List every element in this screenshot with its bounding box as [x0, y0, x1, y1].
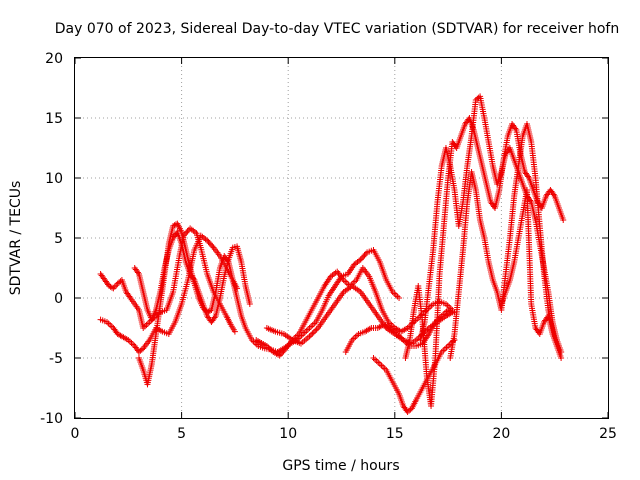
data-point: [440, 347, 447, 354]
data-point: [351, 278, 358, 285]
data-point: [350, 335, 357, 342]
data-point: [558, 355, 565, 361]
series-arc-12: [447, 121, 565, 361]
axis-ticks: 0 5 10 15 20 25 -10 -5 0 5 10 15 20: [40, 51, 617, 442]
data-point: [107, 322, 114, 328]
data-point: [208, 241, 215, 248]
data-point: [352, 334, 359, 340]
data-point: [108, 284, 115, 291]
data-point: [206, 240, 213, 247]
x-tick-label: 25: [599, 426, 617, 442]
data-point: [309, 330, 316, 337]
data-point: [306, 333, 313, 340]
data-point: [360, 253, 367, 260]
y-tick-label: 20: [45, 51, 63, 67]
data-point: [443, 344, 450, 351]
data-point: [130, 341, 137, 348]
data-point: [307, 332, 314, 338]
data-point: [445, 343, 452, 349]
data-point: [358, 255, 365, 262]
data-point: [204, 237, 211, 244]
y-tick-label: 10: [45, 171, 63, 187]
y-tick-label: 15: [45, 111, 63, 127]
data-point: [183, 229, 190, 236]
y-axis-label: SDTVAR / TECUs: [8, 181, 24, 296]
data-point: [205, 238, 212, 245]
data-point: [267, 346, 274, 352]
data-point: [372, 356, 379, 363]
data-point: [310, 329, 317, 336]
series-arc-10: [402, 115, 567, 409]
data-point: [304, 326, 311, 333]
data-point: [143, 322, 150, 328]
data-point: [303, 328, 310, 334]
data-point: [128, 340, 135, 346]
data-point: [392, 292, 399, 298]
data-point: [380, 364, 387, 370]
data-point: [370, 355, 377, 361]
data-point: [231, 328, 238, 335]
x-tick-label: 0: [71, 426, 80, 442]
data-point: [391, 290, 398, 297]
data-point: [378, 362, 385, 369]
series-arc-4: [135, 220, 281, 388]
data-point: [375, 359, 382, 366]
series-arc-6: [263, 283, 456, 347]
data-point: [108, 323, 115, 330]
data-point: [446, 304, 453, 310]
data-point: [311, 320, 318, 327]
data-point: [394, 293, 401, 300]
data-point: [306, 325, 313, 331]
y-tick-label: 5: [54, 231, 63, 247]
data-point: [296, 334, 303, 340]
data-point: [246, 301, 253, 307]
data-point: [308, 323, 315, 330]
data-point: [426, 304, 433, 310]
data-point: [343, 280, 350, 286]
data-point: [298, 332, 305, 339]
data-point: [350, 280, 357, 286]
data-point: [381, 365, 388, 372]
data-point: [560, 217, 567, 223]
x-tick-label: 10: [279, 426, 297, 442]
data-point: [117, 332, 124, 339]
data-point: [209, 243, 216, 250]
data-point: [362, 250, 369, 257]
data-point: [138, 346, 145, 353]
data-point: [313, 326, 320, 333]
plot-frame: [74, 57, 609, 419]
y-tick-label: -10: [40, 411, 63, 427]
x-tick-label: 20: [492, 426, 510, 442]
y-tick-label: -5: [49, 351, 63, 367]
data-points: [97, 93, 567, 415]
series-arc-7: [274, 247, 403, 355]
data-point: [361, 252, 368, 259]
series-arc-13: [498, 187, 565, 361]
x-tick-label: 15: [386, 426, 404, 442]
y-tick-label: 0: [54, 291, 63, 307]
data-point: [441, 346, 448, 352]
data-point: [373, 358, 380, 364]
data-point: [396, 295, 403, 301]
data-point: [145, 320, 152, 327]
chart-title: Day 070 of 2023, Sidereal Day-to-day VTE…: [55, 21, 619, 37]
data-point: [342, 278, 349, 285]
data-point: [184, 228, 191, 235]
data-point: [376, 361, 383, 367]
data-point: [276, 352, 283, 359]
x-axis-label: GPS time / hours: [282, 458, 399, 474]
series-arc-5: [253, 265, 456, 359]
data-point: [312, 327, 319, 334]
x-tick-label: 5: [177, 426, 186, 442]
data-point: [357, 256, 364, 263]
data-point: [309, 322, 316, 328]
